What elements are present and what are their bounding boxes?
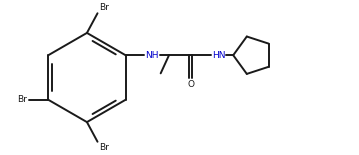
Text: NH: NH bbox=[145, 51, 158, 60]
Text: O: O bbox=[187, 80, 194, 89]
Text: HN: HN bbox=[212, 51, 225, 60]
Text: Br: Br bbox=[99, 143, 108, 152]
Text: Br: Br bbox=[99, 3, 108, 12]
Text: Br: Br bbox=[17, 95, 27, 104]
